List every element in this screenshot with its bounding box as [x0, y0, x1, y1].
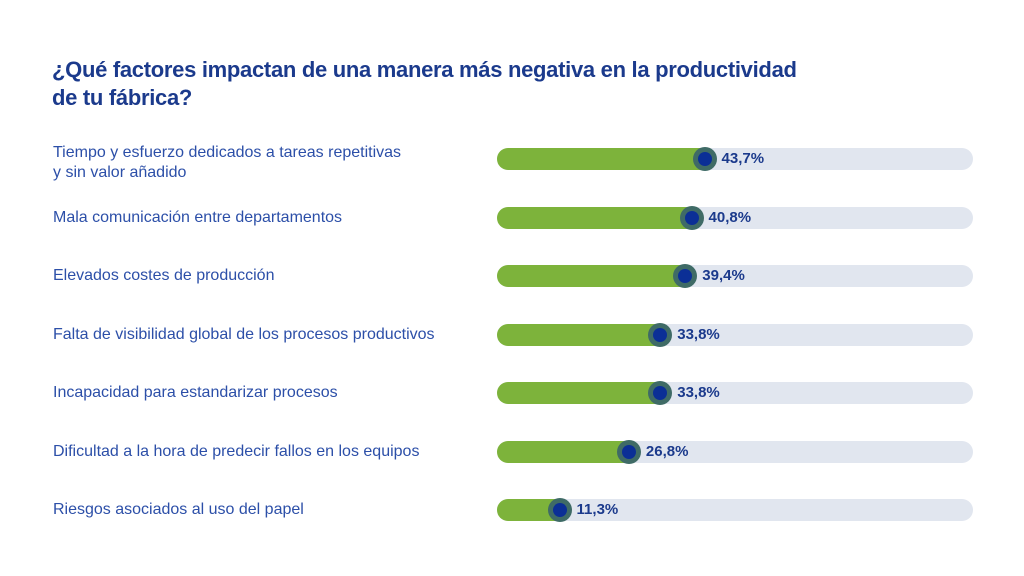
bar-track: 33,8% — [497, 323, 973, 347]
chart-title-line-2: de tu fábrica? — [52, 85, 193, 110]
value-label: 26,8% — [645, 443, 689, 460]
category-label-line: Dificultad a la hora de predecir fallos … — [53, 443, 420, 460]
category-label-line: Elevados costes de producción — [53, 267, 275, 284]
bar-end-marker — [679, 206, 704, 230]
marker-dot-icon — [684, 211, 699, 225]
value-label: 33,8% — [677, 384, 720, 401]
category-label: Mala comunicación entre departamentos — [53, 208, 483, 228]
bar-end-marker — [673, 264, 698, 288]
value-label: 11,3% — [576, 501, 619, 518]
value-label: 43,7% — [721, 150, 765, 167]
category-label: Falta de visibilidad global de los proce… — [53, 325, 483, 345]
bar-fill — [497, 324, 667, 346]
marker-dot-icon — [697, 152, 712, 166]
value-label: 39,4% — [702, 267, 745, 284]
category-label: Riesgos asociados al uso del papel — [53, 500, 483, 520]
value-label: 40,8% — [708, 209, 752, 226]
bar-end-marker — [648, 323, 673, 347]
bar-track: 33,8% — [497, 381, 973, 405]
bar-track: 26,8% — [497, 440, 973, 464]
category-label-line: y sin valor añadido — [53, 164, 187, 181]
bar-end-marker — [616, 440, 641, 464]
marker-dot-icon — [653, 328, 668, 342]
marker-dot-icon — [678, 269, 693, 283]
value-label: 33,8% — [677, 326, 720, 343]
bar-end-marker — [547, 498, 572, 522]
category-label-line: Mala comunicación entre departamentos — [53, 209, 343, 226]
category-label: Tiempo y esfuerzo dedicados a tareas rep… — [53, 143, 483, 183]
category-label: Dificultad a la hora de predecir fallos … — [53, 442, 483, 462]
category-label: Incapacidad para estandarizar procesos — [53, 383, 483, 403]
bar-fill — [497, 382, 667, 404]
category-label-line: Incapacidad para estandarizar procesos — [53, 384, 338, 401]
bar-fill — [497, 265, 692, 287]
category-label: Elevados costes de producción — [53, 266, 483, 286]
marker-dot-icon — [653, 386, 668, 400]
bar-fill — [497, 441, 635, 463]
bar-track: 11,3% — [497, 498, 973, 522]
category-label-line: Falta de visibilidad global de los proce… — [53, 326, 435, 343]
chart-title: ¿Qué factores impactan de una manera más… — [52, 56, 872, 112]
bar-track: 40,8% — [497, 206, 973, 230]
category-label-line: Riesgos asociados al uso del papel — [53, 501, 304, 518]
bar-track: 43,7% — [497, 147, 973, 171]
category-label-line: Tiempo y esfuerzo dedicados a tareas rep… — [53, 144, 402, 161]
chart-title-line-1: ¿Qué factores impactan de una manera más… — [52, 57, 797, 82]
bar-track: 39,4% — [497, 264, 973, 288]
bar-fill — [497, 148, 711, 170]
bar-end-marker — [648, 381, 673, 405]
bar-fill — [497, 207, 698, 229]
bar-end-marker — [692, 147, 717, 171]
marker-dot-icon — [552, 503, 567, 517]
marker-dot-icon — [621, 445, 636, 459]
